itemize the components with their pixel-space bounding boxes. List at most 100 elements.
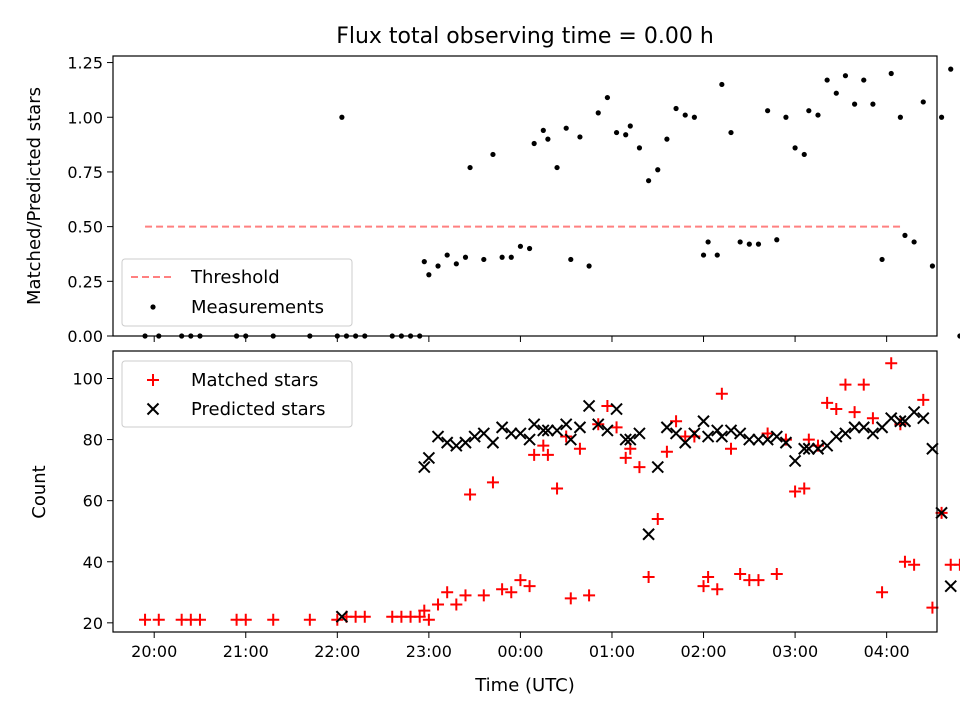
x-tick-label: 23:00 (406, 642, 452, 661)
predicted-star-point (770, 430, 783, 443)
x-tick-label: 22:00 (314, 642, 360, 661)
y-tick-label: 1.25 (67, 54, 103, 73)
predicted-star-point (779, 436, 793, 449)
predicted-star-point (660, 421, 674, 434)
measurement-point (339, 114, 345, 120)
measurement-point (957, 333, 960, 339)
measurement-point (467, 164, 473, 171)
measurement-point (888, 70, 894, 77)
measurement-point (728, 129, 734, 136)
measurement-point (870, 101, 876, 107)
matched-star-point (761, 427, 774, 440)
y-tick-label: 0.25 (67, 272, 103, 291)
predicted-star-point (514, 427, 527, 440)
predicted-star-point (564, 433, 577, 446)
predicted-star-point (761, 433, 774, 446)
legend-predicted-label: Predicted stars (191, 399, 325, 420)
matched-star-point (885, 357, 898, 370)
predicted-star-point (701, 430, 715, 443)
matched-star-point (715, 387, 728, 400)
x-tick-label: 02:00 (680, 642, 726, 661)
predicted-star-point (592, 418, 605, 431)
measurement-point (700, 252, 707, 258)
legend-measurement-label: Measurements (191, 297, 324, 318)
measurement-point (499, 254, 505, 260)
predicted-star-point (573, 421, 587, 434)
matched-star-point (839, 378, 852, 391)
measurement-point (833, 90, 839, 96)
matched-star-point (711, 583, 724, 596)
predicted-star-point (642, 528, 655, 541)
top-y-axis-label: Matched/Predicted stars (24, 87, 45, 305)
measurement-point (861, 77, 867, 83)
predicted-star-point (582, 399, 596, 413)
matched-star-point (239, 613, 252, 626)
predicted-star-point (733, 427, 747, 440)
predicted-star-point (802, 442, 816, 455)
measurement-point (911, 239, 917, 245)
matched-star-point (770, 567, 783, 580)
legend-matched-label: Matched stars (191, 370, 318, 391)
measurement-point (526, 245, 533, 252)
measurement-point (664, 136, 670, 142)
matched-star-point (660, 445, 673, 458)
matched-star-point (193, 613, 206, 626)
predicted-star-point (523, 433, 536, 446)
matched-star-point (551, 482, 564, 495)
predicted-star-point (624, 433, 637, 446)
measurement-point (623, 132, 629, 138)
measurement-point (444, 252, 450, 258)
measurement-point (563, 125, 569, 131)
measurement-point (719, 81, 725, 88)
top-panel: Matched/Predicted stars 0.00 0.25 0.50 0.75… (24, 54, 960, 346)
predicted-star-point (440, 436, 454, 449)
top-legend: Threshold Measurements (121, 258, 353, 327)
y-tick-label: 1.00 (67, 108, 103, 127)
measurement-point (746, 241, 752, 247)
measurement-point (929, 263, 936, 269)
measurement-point (806, 108, 812, 114)
predicted-star-point (610, 402, 623, 416)
measurement-point (636, 145, 643, 151)
matched-star-point (789, 485, 802, 498)
predicted-star-point (894, 415, 907, 428)
x-tick-label: 01:00 (589, 642, 635, 661)
predicted-star-point (146, 402, 160, 416)
measurement-point (517, 243, 524, 249)
top-axes-frame (112, 55, 938, 337)
predicted-star-point (550, 424, 564, 437)
predicted-star-point (711, 424, 724, 437)
measurement-point (627, 123, 633, 129)
predicted-star-point (917, 411, 930, 425)
measurement-point (842, 73, 849, 79)
matched-star-point (651, 512, 664, 525)
y-tick-label: 0.00 (67, 327, 103, 346)
matched-star-point (601, 399, 614, 412)
predicted-star-point (619, 433, 632, 446)
predicted-star-point (633, 427, 646, 440)
matched-star-point (564, 592, 577, 605)
measurement-point (595, 110, 601, 116)
matched-star-point (331, 613, 344, 626)
measurement-point (737, 239, 743, 245)
matched-star-point (418, 604, 431, 617)
x-tick-label: 20:00 (131, 642, 177, 661)
matched-star-point (752, 574, 765, 587)
predicted-star-point (335, 610, 349, 623)
measurement-point (545, 136, 551, 142)
bottom-y-axis-label: Count (29, 465, 50, 518)
y-tick-label: 100 (72, 369, 103, 388)
measurement-point (490, 151, 496, 158)
matched-star-point (917, 393, 930, 406)
matched-star-point (441, 586, 454, 599)
matched-star-point (267, 613, 280, 626)
measurement-point (462, 254, 469, 260)
predicted-star-point (418, 460, 431, 474)
y-tick-label: 20 (83, 614, 103, 633)
matched-star-point (702, 571, 715, 584)
matched-star-point (486, 476, 499, 489)
bottom-legend: Matched stars Predicted stars (121, 360, 353, 428)
bottom-axis-ticks: 20 40 60 80 100 20:00 21:00 22:00 23:00 00:00 01:0… (72, 369, 909, 661)
matched-star-point (147, 374, 159, 386)
measurement-point (646, 178, 652, 184)
